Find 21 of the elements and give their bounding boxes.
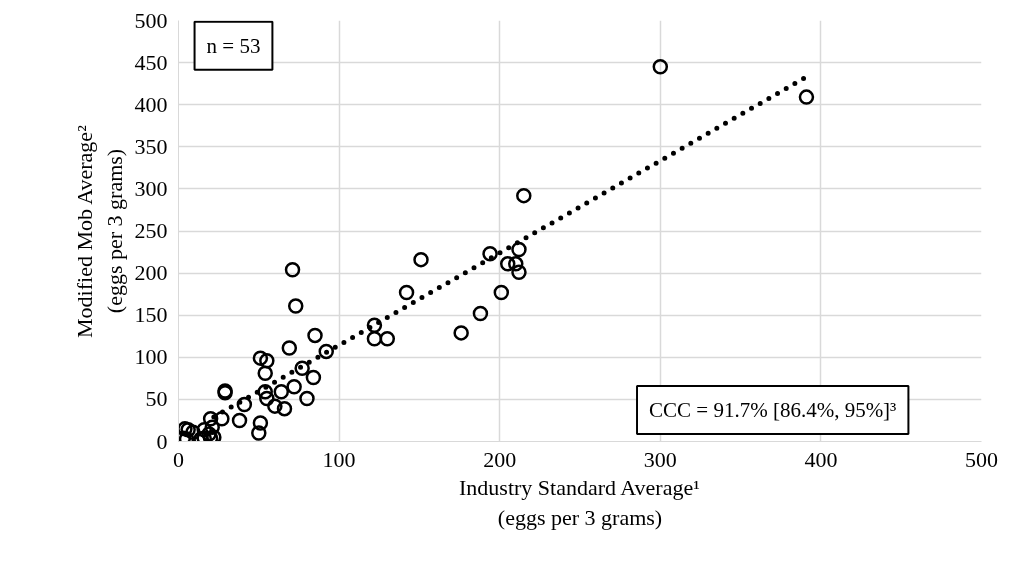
y-tick-label: 250 (134, 218, 168, 243)
x-tick-label: 400 (804, 446, 838, 472)
y-tick-label: 200 (134, 260, 168, 286)
y-tick-label: 0 (156, 428, 168, 454)
x-tick-label: 300 (643, 446, 677, 472)
x-axis-title: Industry Standard Average¹ (eggs per 3 grams) (459, 474, 700, 530)
x-tick-label: 100 (322, 446, 356, 472)
y-tick-label: 300 (134, 175, 168, 201)
x-tick-label: 0 (173, 446, 184, 472)
y-tick-label: 350 (134, 133, 168, 159)
annotation: CCC = 91.7% [86.4%, 95%]³ (649, 397, 897, 422)
x-tick-label: 200 (483, 446, 517, 472)
x-tick-label: 500 (965, 446, 998, 472)
y-tick-label: 150 (134, 302, 168, 328)
y-tick-label: 400 (134, 91, 168, 117)
y-tick-label: 500 (134, 7, 168, 33)
y-tick-label: 50 (145, 386, 168, 412)
y-axis-title: Modified Mob Average² (eggs per 3 grams) (71, 124, 127, 338)
y-tick-label: 100 (134, 344, 168, 370)
y-tick-label: 450 (134, 49, 168, 75)
annotation: n = 53 (206, 33, 261, 58)
